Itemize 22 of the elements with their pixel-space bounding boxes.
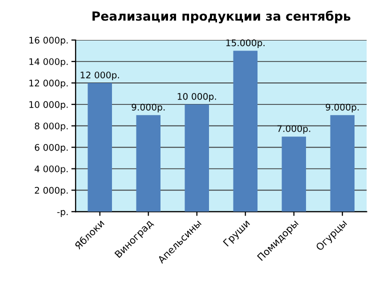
bar [282,136,306,212]
y-tick-label: -р. [57,210,68,217]
y-tick-label: 14 000р. [29,58,68,67]
data-label: 15.000р. [226,39,265,48]
data-label: 12 000р. [80,72,119,80]
y-tick-label: 2 000р. [34,186,68,196]
y-tick-label: 10 000р. [29,101,68,110]
y-tick-label: 8 000р. [34,122,68,132]
chart-title: Реализация продукции за сентябрь [92,10,350,24]
y-tick-label: 16 000р. [29,36,68,46]
y-tick-label: 6 000р. [34,144,68,153]
bar [88,82,112,212]
bar [184,104,209,212]
y-tick-label: 4 000р. [34,165,68,174]
data-label: 9.000р. [132,104,165,112]
data-label: 10 000р. [178,93,216,102]
bar [330,115,355,212]
bar [233,50,258,212]
bar [136,115,160,212]
data-label: 7.000р. [277,125,310,134]
y-tick-label: 12 000р. [29,80,68,88]
data-label: 9.000р. [326,104,359,112]
